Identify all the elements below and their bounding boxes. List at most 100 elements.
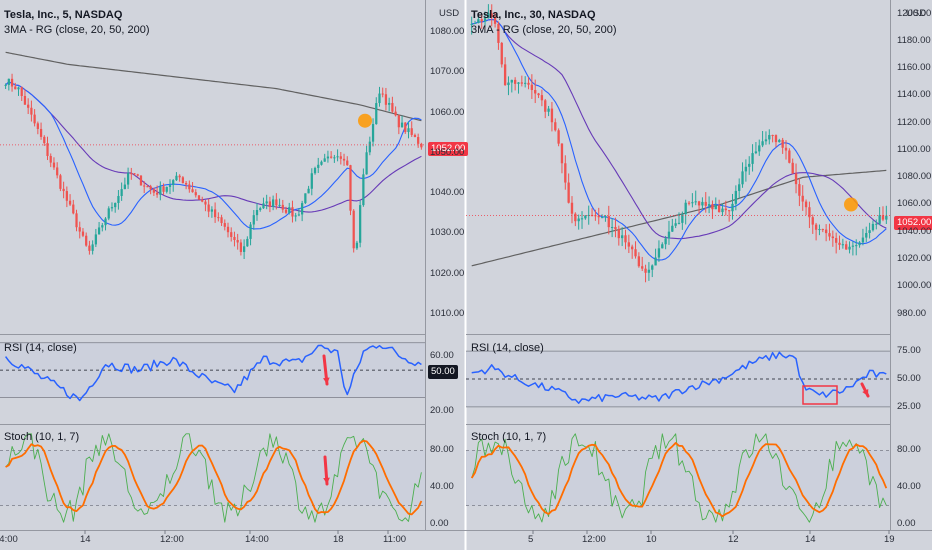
candle-body — [724, 208, 727, 211]
left-price-tick: 1020.00 — [430, 267, 465, 279]
candle-body — [104, 218, 107, 226]
candle-body — [721, 208, 724, 213]
signal-marker — [844, 197, 858, 212]
candle-body — [65, 191, 68, 201]
candle-body — [52, 162, 56, 168]
candle-body — [557, 130, 560, 144]
candle-body — [537, 93, 540, 96]
candle-body — [184, 183, 188, 185]
candle-body — [317, 164, 320, 168]
left-stoch-label: Stoch (10, 1, 7) — [4, 431, 80, 443]
candle-body — [355, 242, 359, 249]
candle-body — [391, 102, 394, 112]
left-rsi-label: RSI (14, close) — [4, 342, 77, 354]
candle-body — [677, 222, 681, 224]
right-price-tick: 1060.00 — [897, 198, 932, 210]
candle-body — [641, 266, 644, 269]
candle-body — [326, 156, 330, 159]
candle-body — [394, 111, 397, 116]
candle-body — [748, 163, 751, 167]
candle-body — [845, 244, 848, 250]
right-stoch-d-line — [470, 442, 888, 518]
candle-body — [101, 225, 104, 228]
left-price-tick: 1040.00 — [430, 187, 465, 199]
candle-body — [661, 244, 664, 249]
candle-body — [136, 174, 139, 176]
right-price-tick: 1080.00 — [897, 171, 932, 183]
candle-body — [236, 240, 239, 243]
candle-body — [384, 94, 388, 105]
candle-body — [123, 184, 126, 190]
left-currency-label: USD — [439, 8, 460, 19]
candle-body — [517, 82, 520, 84]
candle-body — [94, 234, 97, 245]
candle-body — [707, 204, 711, 206]
candle-body — [784, 147, 788, 151]
candle-body — [651, 265, 654, 270]
candle-body — [278, 204, 281, 206]
candle-body — [717, 205, 721, 213]
candle-body — [534, 90, 537, 94]
candle-body — [667, 231, 671, 239]
candle-body — [33, 114, 36, 124]
candle-body — [507, 82, 510, 86]
candle-body — [146, 186, 149, 188]
candle-body — [554, 122, 557, 131]
candle-body — [172, 180, 175, 186]
candle-body — [671, 225, 674, 232]
right-time-tick: 12:00 — [582, 534, 606, 545]
candle-body — [307, 188, 310, 194]
candle-body — [574, 213, 577, 222]
candle-body — [268, 201, 272, 207]
candle-body — [473, 23, 477, 25]
candle-body — [262, 203, 265, 209]
candle-body — [110, 207, 114, 209]
candle-body — [81, 231, 85, 236]
candle-body — [233, 236, 236, 241]
candle-body — [487, 13, 490, 19]
left-chart-title: Tesla, Inc., 5, NASDAQ — [4, 9, 123, 21]
right-time-tick: 12 — [728, 534, 739, 545]
left-price-tick: 1060.00 — [430, 106, 465, 118]
candle-body — [530, 84, 534, 91]
right-indicator-legend: 3MA - RG (close, 20, 50, 200) — [471, 24, 617, 36]
candle-body — [368, 141, 371, 153]
candle-body — [674, 223, 677, 226]
right-price-tick: 1160.00 — [897, 62, 931, 74]
candle-body — [407, 128, 410, 133]
left-stoch-d-line — [5, 439, 423, 516]
candle-body — [259, 208, 262, 211]
candle-body — [36, 123, 39, 129]
candle-body — [75, 213, 78, 228]
candle-body — [78, 227, 81, 232]
candle-body — [738, 184, 741, 191]
candle-body — [818, 229, 821, 231]
candle-body — [339, 156, 342, 159]
candle-body — [168, 185, 172, 187]
candle-body — [814, 224, 818, 230]
right-time-tick: 14 — [805, 534, 816, 545]
candle-body — [657, 248, 661, 258]
candle-body — [684, 202, 687, 215]
candle-body — [213, 209, 217, 218]
candle-body — [834, 238, 838, 243]
right-time-tick: 19 — [884, 534, 895, 545]
candle-body — [149, 186, 152, 190]
candle-body — [617, 229, 620, 239]
left-ma200-line — [5, 51, 422, 122]
candle-body — [10, 78, 14, 87]
candle-body — [43, 136, 46, 144]
candle-body — [778, 139, 781, 143]
candle-body — [801, 195, 804, 202]
candle-body — [600, 217, 604, 219]
candle-body — [878, 215, 881, 224]
candle-body — [681, 214, 684, 223]
candle-body — [824, 229, 828, 234]
candle-body — [126, 173, 130, 185]
candle-body — [851, 245, 855, 247]
candle-body — [175, 175, 178, 181]
candle-body — [85, 235, 88, 246]
candle-body — [194, 192, 197, 196]
left-price-tick: 1080.00 — [430, 26, 465, 38]
